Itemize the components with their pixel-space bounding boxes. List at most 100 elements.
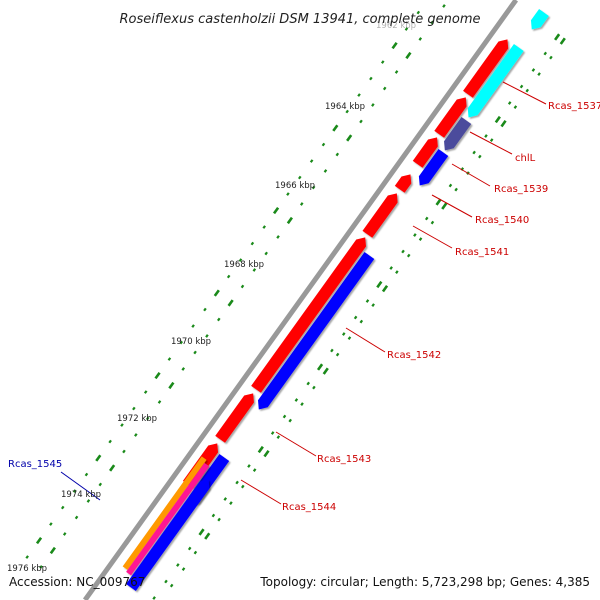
tick-mark [288,418,292,423]
cds-rcas-1542[interactable] [251,237,367,393]
feature-top-cyan[interactable] [530,8,549,30]
tick-mark [95,454,102,462]
tick-mark [227,299,234,307]
callout-line [240,479,282,505]
callout-line [451,163,491,187]
gene-label-rcas-1544[interactable]: Rcas_1544 [282,502,336,513]
tick-mark [181,567,186,571]
tick-mark [238,258,243,262]
tick-mark [430,20,434,25]
gene-label-rcas-1545[interactable]: Rcas_1545 [8,459,62,470]
cds-rcas-1542-rev[interactable] [257,251,375,410]
cds-rcas-1545[interactable] [126,479,210,591]
tick-mark [299,202,304,206]
cds-rcas-1540[interactable] [394,174,412,193]
tick-mark [494,115,501,124]
tick-mark [60,505,65,510]
gene-label-rcas-1541[interactable]: Rcas_1541 [455,247,509,258]
tick-mark [435,198,442,206]
tick-mark [335,352,340,357]
tick-mark [413,233,417,237]
gene-label-rcas-1540[interactable]: Rcas_1540 [475,215,529,226]
cds-chll-fwd[interactable] [434,97,467,138]
cds-rcas-1537-fwd[interactable] [463,39,509,98]
tick-mark [391,41,398,50]
tick-mark [39,565,43,569]
tick-mark [262,225,266,229]
kbp-label: 1974 kbp [61,490,101,500]
cds-rcas-1541[interactable] [362,193,398,238]
tick-mark [369,76,373,81]
gene-label-rcas-1543[interactable]: Rcas_1543 [317,454,371,465]
tick-mark [371,303,375,307]
callout-line [412,225,453,249]
tick-mark [282,414,287,419]
tick-mark [405,51,412,60]
tick-mark [286,216,293,225]
feature-rcas-1537[interactable] [467,43,524,118]
tick-mark [132,406,136,411]
tick-mark [276,435,281,439]
tick-mark [311,185,316,190]
tick-mark [554,33,561,41]
tick-mark [205,334,209,338]
tick-mark [306,381,310,386]
tick-mark [416,10,421,15]
tick-mark [49,546,56,555]
kbp-label: 1976 kbp [7,564,47,574]
tick-mark [359,119,363,124]
tick-mark [316,363,324,371]
tick-mark [157,400,162,404]
gene-label-rcas-1537[interactable]: Rcas_1537 [548,101,600,112]
tick-mark [247,464,251,468]
kbp-label: 1970 kbp [171,337,211,347]
tick-mark [167,357,172,361]
tick-mark [330,348,334,353]
tick-mark [179,340,184,345]
feature-rcas-1545-orange[interactable] [122,456,207,570]
kbp-label: 1968 kbp [224,260,264,270]
tick-mark [322,367,329,375]
tick-mark [193,550,198,555]
tick-mark [257,445,264,454]
tick-mark [62,532,67,536]
tick-mark [525,88,530,93]
tick-mark [286,192,290,196]
cds-rcas-1543[interactable] [215,393,254,443]
callout-line [275,431,317,457]
tick-mark [294,398,299,402]
tick-mark [72,489,77,493]
tick-mark [252,468,257,472]
tick-mark [300,402,304,406]
tick-mark [382,86,387,91]
tick-mark [154,371,161,380]
feature-chll[interactable] [444,116,472,151]
genome-backbone [82,0,519,600]
tick-mark [418,237,423,241]
tick-mark [204,532,211,540]
tick-mark [335,152,340,157]
gene-label-chll[interactable]: chlL [515,153,536,164]
cds-rcas-1539-fwd[interactable] [412,137,438,168]
callout-line [502,81,547,105]
tick-mark [211,513,216,518]
feature-rcas-1545-magenta[interactable] [126,462,210,576]
tick-mark [309,159,314,163]
gene-label-rcas-1539[interactable]: Rcas_1539 [494,184,548,195]
tick-mark [454,187,458,192]
tick-mark [359,319,364,324]
tick-mark [395,270,399,274]
tick-mark [74,515,79,520]
tick-mark [223,497,228,501]
gene-features [122,8,549,591]
tick-mark [376,280,383,289]
tick-mark [168,381,175,390]
cds-rcas-1539[interactable] [418,148,449,186]
gene-label-rcas-1542[interactable]: Rcas_1542 [387,350,441,361]
tick-mark [543,51,548,56]
kbp-label: 1966 kbp [275,181,315,191]
tick-mark [404,27,409,31]
tick-mark [365,299,370,303]
tick-mark [86,499,91,503]
tick-mark [323,169,328,173]
